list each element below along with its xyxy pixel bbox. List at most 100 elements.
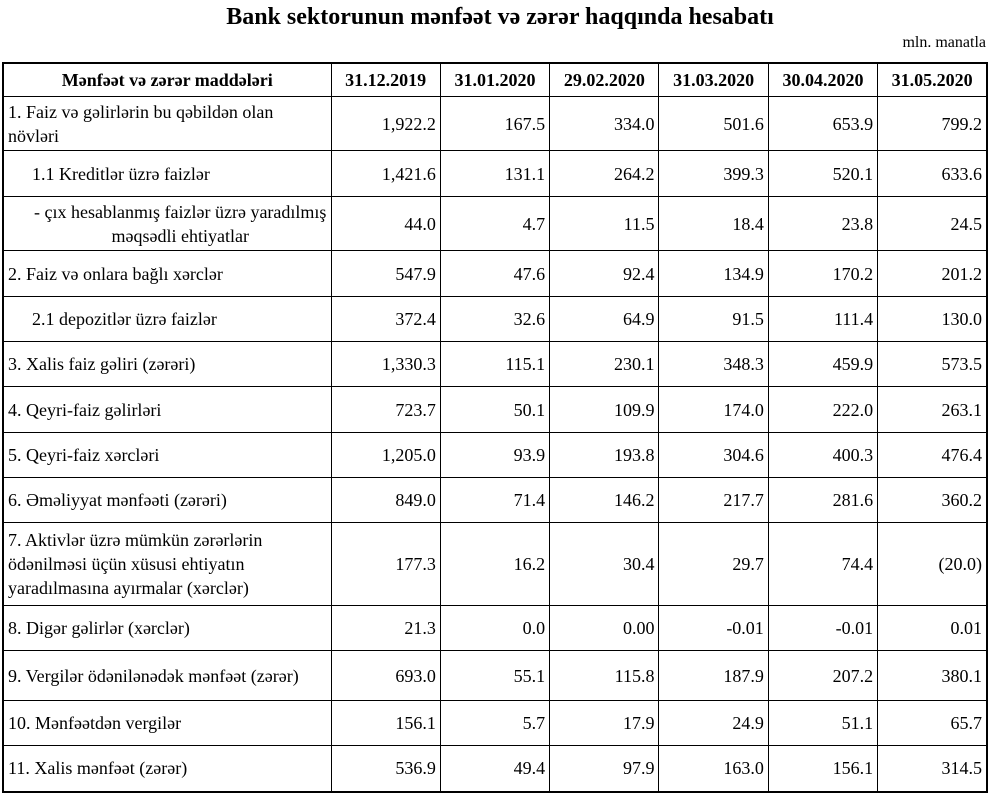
cell-value: 723.7	[330, 386, 441, 433]
table-row: 9. Vergilər ödənilənədək mənfəət (zərər)…	[2, 650, 988, 701]
cell-value: 131.1	[439, 150, 551, 197]
cell-value: 11.5	[549, 196, 660, 251]
cell-value: 849.0	[330, 477, 441, 523]
cell-value: 17.9	[549, 700, 660, 746]
table-row: 3. Xalis faiz gəliri (zərəri) 1,330.3 115.…	[2, 341, 988, 387]
cell-value: 115.1	[439, 341, 551, 387]
cell-value: 1,922.2	[330, 96, 441, 151]
table-row: 8. Digər gəlirlər (xərclər) 21.3 0.0 0.00 -0…	[2, 605, 988, 651]
cell-value: 65.7	[877, 700, 988, 746]
table-row: 1.1 Kreditlər üzrə faizlər 1,421.6 131.1 26…	[2, 150, 988, 197]
table-row: 11. Xalis mənfəət (zərər) 536.9 49.4 97.9 16…	[2, 745, 988, 792]
cell-value: 134.9	[658, 250, 769, 297]
table-row: 2. Faiz və onlara bağlı xərclər 547.9 47.6…	[2, 250, 988, 297]
cell-value: 92.4	[549, 250, 660, 297]
table-row: - çıx hesablanmış faizlər üzrə yaradılmı…	[2, 196, 988, 251]
column-header: 31.12.2019	[330, 62, 441, 97]
cell-value: 264.2	[549, 150, 660, 197]
table-row: 5. Qeyri-faiz xərcləri 1,205.0 93.9 193.8 30…	[2, 432, 988, 478]
row-label: 4. Qeyri-faiz gəlirləri	[2, 386, 332, 433]
cell-value: 263.1	[877, 386, 988, 433]
cell-value: 207.2	[767, 650, 879, 701]
cell-value: 170.2	[767, 250, 879, 297]
row-label: 10. Mənfəətdən vergilər	[2, 700, 332, 746]
cell-value: 0.0	[439, 605, 551, 651]
row-label: 8. Digər gəlirlər (xərclər)	[2, 605, 332, 651]
cell-value: 348.3	[658, 341, 769, 387]
cell-value: 167.5	[439, 96, 551, 151]
cell-value: 0.00	[549, 605, 660, 651]
cell-value: 23.8	[767, 196, 879, 251]
cell-value: 156.1	[767, 745, 879, 792]
table-row: 10. Mənfəətdən vergilər 156.1 5.7 17.9 24.9 5…	[2, 700, 988, 746]
cell-value: 201.2	[877, 250, 988, 297]
cell-value: 304.6	[658, 432, 769, 478]
column-header: Mənfəət və zərər maddələri	[2, 62, 332, 97]
cell-value: 47.6	[439, 250, 551, 297]
cell-value: 24.5	[877, 196, 988, 251]
row-label: 5. Qeyri-faiz xərcləri	[2, 432, 332, 478]
cell-value: 799.2	[877, 96, 988, 151]
cell-value: 459.9	[767, 341, 879, 387]
cell-value: 399.3	[658, 150, 769, 197]
cell-value: 71.4	[439, 477, 551, 523]
cell-value: 520.1	[767, 150, 879, 197]
cell-value: 547.9	[330, 250, 441, 297]
row-label: 2. Faiz və onlara bağlı xərclər	[2, 250, 332, 297]
cell-value: 230.1	[549, 341, 660, 387]
cell-value: 573.5	[877, 341, 988, 387]
cell-value: 4.7	[439, 196, 551, 251]
cell-value: 5.7	[439, 700, 551, 746]
row-label: 1. Faiz və gəlirlərin bu qəbildən olan n…	[2, 96, 332, 151]
cell-value: -0.01	[658, 605, 769, 651]
cell-value: 174.0	[658, 386, 769, 433]
cell-value: 115.8	[549, 650, 660, 701]
cell-value: 380.1	[877, 650, 988, 701]
cell-value: 501.6	[658, 96, 769, 151]
cell-value: 50.1	[439, 386, 551, 433]
cell-value: 400.3	[767, 432, 879, 478]
row-label: 6. Əməliyyat mənfəəti (zərəri)	[2, 477, 332, 523]
cell-value: 536.9	[330, 745, 441, 792]
cell-value: 476.4	[877, 432, 988, 478]
cell-value: 111.4	[767, 296, 879, 342]
row-label: 3. Xalis faiz gəliri (zərəri)	[2, 341, 332, 387]
cell-value: 1,421.6	[330, 150, 441, 197]
cell-value: 193.8	[549, 432, 660, 478]
cell-value: 222.0	[767, 386, 879, 433]
cell-value: 130.0	[877, 296, 988, 342]
row-label: - çıx hesablanmış faizlər üzrə yaradılmı…	[2, 196, 332, 251]
table-row: 1. Faiz və gəlirlərin bu qəbildən olan n…	[2, 96, 988, 151]
title: Bank sektorunun mənfəət və zərər haqqınd…	[226, 4, 774, 30]
row-label: 9. Vergilər ödənilənədək mənfəət (zərər)	[2, 650, 332, 701]
column-header: 31.01.2020	[439, 62, 551, 97]
cell-value: 16.2	[439, 522, 551, 606]
cell-value: 1,330.3	[330, 341, 441, 387]
column-header: 30.04.2020	[767, 62, 879, 97]
cell-value: 334.0	[549, 96, 660, 151]
row-label: 1.1 Kreditlər üzrə faizlər	[2, 150, 332, 197]
column-header: 31.05.2020	[877, 62, 988, 97]
cell-value: 360.2	[877, 477, 988, 523]
cell-value: 18.4	[658, 196, 769, 251]
table-body: 1. Faiz və gəlirlərin bu qəbildən olan n…	[2, 96, 988, 792]
table-row: 6. Əməliyyat mənfəəti (zərəri) 849.0 71.4 1…	[2, 477, 988, 523]
cell-value: 281.6	[767, 477, 879, 523]
cell-value: 24.9	[658, 700, 769, 746]
cell-value: 146.2	[549, 477, 660, 523]
cell-value: -0.01	[767, 605, 879, 651]
cell-value: 372.4	[330, 296, 441, 342]
column-header: 29.02.2020	[549, 62, 660, 97]
cell-value: 44.0	[330, 196, 441, 251]
unit: mln. manatla	[902, 34, 986, 51]
table: Mənfəət və zərər maddələri 31.12.2019 31.0…	[2, 62, 988, 793]
cell-value: 217.7	[658, 477, 769, 523]
cell-value: 51.1	[767, 700, 879, 746]
cell-value: 156.1	[330, 700, 441, 746]
row-label: 2.1 depozitlər üzrə faizlər	[2, 296, 332, 342]
table-row: 4. Qeyri-faiz gəlirləri 723.7 50.1 109.9 174…	[2, 386, 988, 433]
cell-value: 30.4	[549, 522, 660, 606]
cell-value: 64.9	[549, 296, 660, 342]
cell-value: 633.6	[877, 150, 988, 197]
cell-value: 693.0	[330, 650, 441, 701]
